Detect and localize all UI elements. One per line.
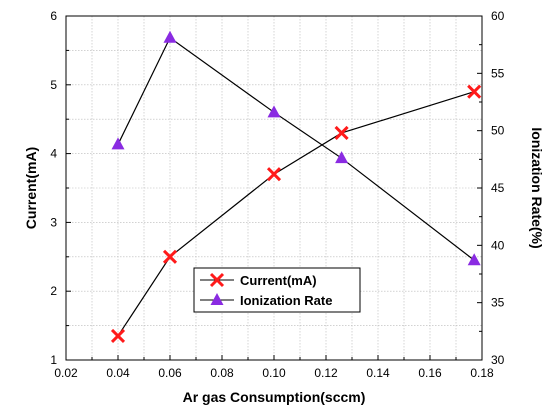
data-point-current-ma [334,125,349,141]
series-layer [110,30,482,343]
data-point-current-ma [266,167,282,182]
y-left-tick-label: 5 [50,78,57,92]
legend-ionization-marker [210,293,224,305]
y-left-tick-label: 4 [50,147,57,161]
data-point-ionization-rate [163,30,177,43]
x-tick-label: 0.06 [158,366,182,380]
x-axis-title: Ar gas Consumption(sccm) [183,389,366,405]
data-point-ionization-rate [267,105,281,118]
data-point-ionization-rate [467,253,481,266]
axis-ticks: 0.02 0.04 0.06 0.08 0.10 0.12 0.14 0.16 0.18 1 2 3 4… [50,9,504,380]
x-tick-label: 0.12 [314,366,338,380]
legend-ionization-label: Ionization Rate [240,293,332,308]
y-left-tick-label: 3 [50,215,57,229]
y-right-tick-label: 35 [491,296,505,310]
y-right-tick-label: 40 [491,238,505,252]
x-tick-label: 0.16 [418,366,442,380]
data-point-ionization-rate [335,151,349,164]
y-left-tick-label: 2 [50,284,57,298]
y-left-tick-label: 1 [50,353,57,367]
y-axis-right-title: Ionization Rate(%) [529,127,545,248]
data-point-current-ma [162,249,178,264]
data-point-current-ma [110,328,126,343]
x-tick-label: 0.18 [470,366,494,380]
x-tick-label: 0.02 [54,366,78,380]
data-point-ionization-rate [111,137,125,150]
y-right-tick-label: 60 [491,9,505,23]
x-tick-label: 0.08 [210,366,234,380]
legend: Current(mA) Ionization Rate [193,267,361,313]
y-axis-left-title: Current(mA) [23,147,39,229]
y-left-tick-label: 6 [50,9,57,23]
series-line-ionization-rate [117,36,475,261]
x-tick-label: 0.10 [262,366,286,380]
legend-current-marker [209,272,225,288]
x-tick-label: 0.14 [366,366,390,380]
legend-current-label: Current(mA) [240,273,317,288]
y-right-tick-label: 30 [491,353,505,367]
y-right-tick-label: 55 [491,66,505,80]
y-right-tick-label: 50 [491,124,505,138]
data-point-current-ma [467,84,482,99]
x-tick-label: 0.04 [106,366,130,380]
y-right-tick-label: 45 [491,181,505,195]
